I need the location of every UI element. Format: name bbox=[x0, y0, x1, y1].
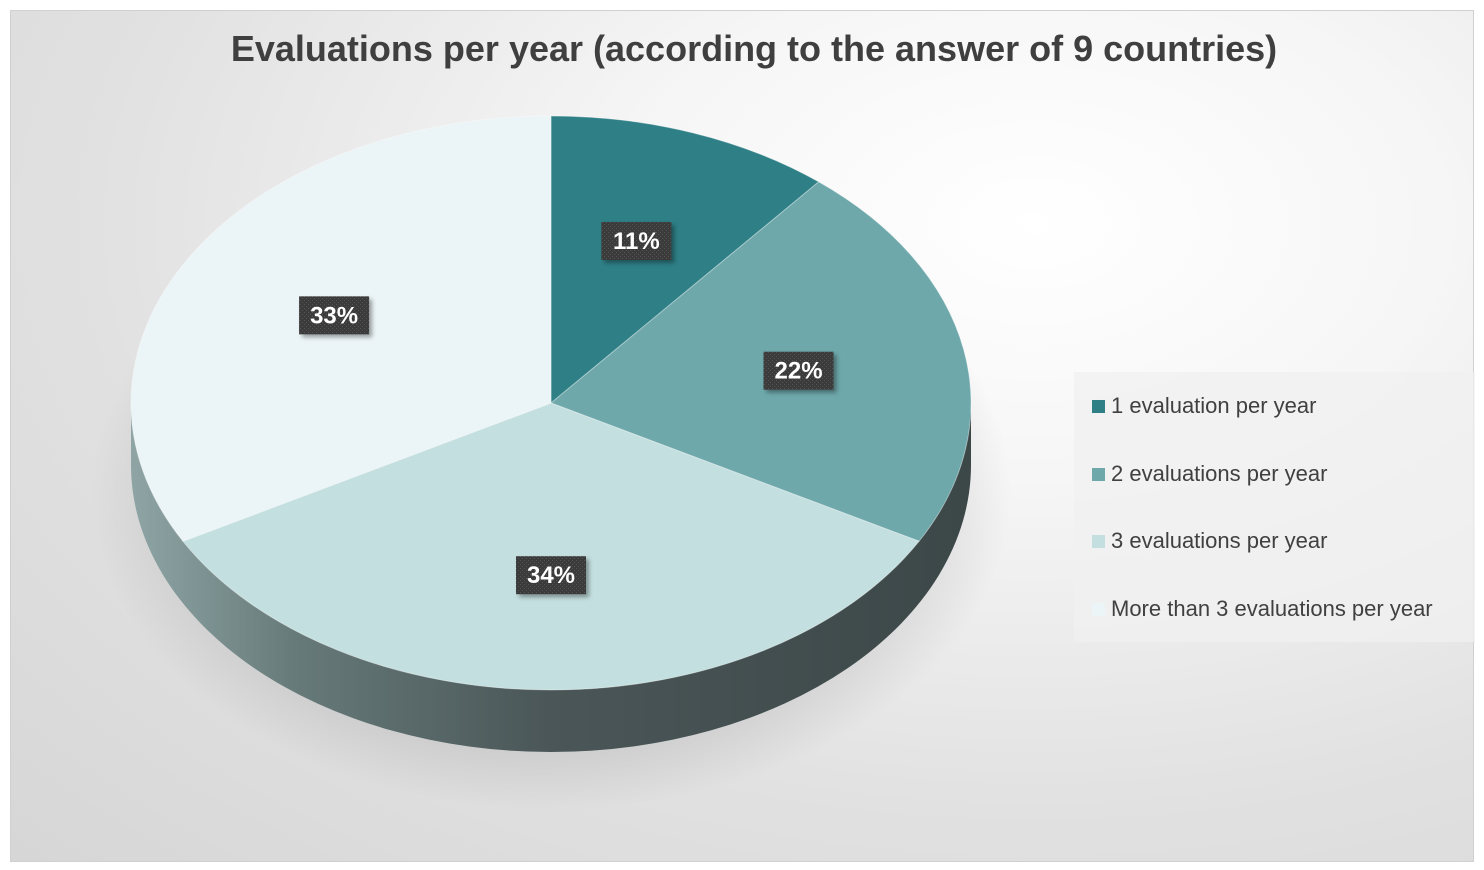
legend-item: More than 3 evaluations per year bbox=[1092, 594, 1433, 624]
data-label-box bbox=[601, 221, 672, 260]
legend: 1 evaluation per year 2 evaluations per y… bbox=[1074, 372, 1475, 642]
data-label-text: 22% bbox=[775, 358, 823, 385]
legend-label: More than 3 evaluations per year bbox=[1111, 596, 1433, 621]
legend-swatch bbox=[1092, 602, 1105, 616]
legend-item: 1 evaluation per year bbox=[1092, 391, 1316, 421]
data-label-box bbox=[299, 296, 370, 335]
legend-swatch bbox=[1092, 534, 1105, 548]
legend-swatch bbox=[1092, 467, 1105, 481]
data-label-text: 11% bbox=[613, 228, 660, 255]
pie-slice bbox=[550, 181, 972, 542]
legend-label: 3 evaluations per year bbox=[1111, 528, 1328, 553]
chart-title: Evaluations per year (according to the a… bbox=[230, 28, 1278, 69]
data-label: 22% bbox=[763, 351, 834, 390]
pie-slice bbox=[550, 115, 820, 405]
data-label-box bbox=[763, 351, 834, 390]
data-label-box bbox=[516, 556, 586, 595]
pie-side bbox=[131, 403, 971, 752]
legend-item: 2 evaluations per year bbox=[1092, 459, 1327, 489]
legend-item: 3 evaluations per year bbox=[1092, 526, 1327, 556]
pie-slice bbox=[182, 402, 920, 691]
data-label: 11% bbox=[601, 221, 672, 260]
legend-swatch bbox=[1092, 399, 1105, 413]
data-label: 33% bbox=[299, 296, 370, 335]
data-label-text: 33% bbox=[310, 302, 358, 329]
legend-label: 2 evaluations per year bbox=[1111, 461, 1328, 486]
legend-label: 1 evaluation per year bbox=[1111, 393, 1317, 418]
data-label-text: 34% bbox=[527, 562, 575, 589]
data-label: 34% bbox=[516, 556, 586, 595]
